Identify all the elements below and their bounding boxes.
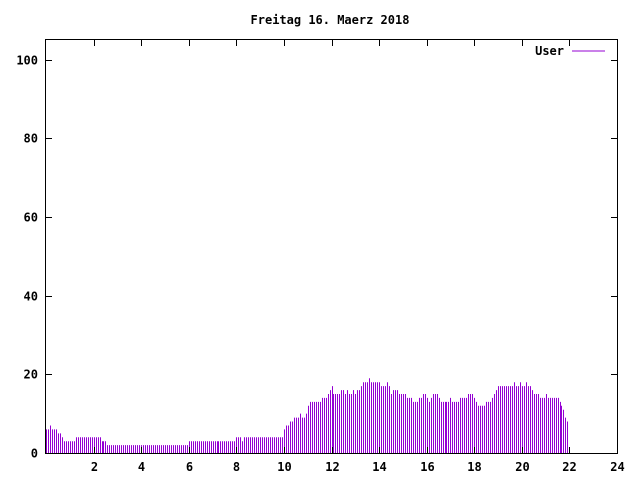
x-tick-label: 22 bbox=[562, 460, 576, 474]
x-tick-label: 12 bbox=[325, 460, 339, 474]
y-tick-label: 60 bbox=[24, 211, 38, 225]
y-tick-label: 80 bbox=[24, 132, 38, 146]
y-tick-label: 20 bbox=[24, 368, 38, 382]
x-tick-label: 8 bbox=[233, 460, 240, 474]
x-tick-label: 2 bbox=[91, 460, 98, 474]
legend-label-user: User bbox=[535, 44, 564, 58]
x-tick-label: 16 bbox=[420, 460, 434, 474]
x-tick-label: 20 bbox=[515, 460, 529, 474]
x-tick-label: 24 bbox=[610, 460, 624, 474]
legend: User bbox=[535, 44, 605, 58]
y-tick-label: 100 bbox=[16, 54, 38, 68]
bar-series bbox=[46, 378, 568, 453]
x-tick-label: 10 bbox=[277, 460, 291, 474]
x-tick-label: 18 bbox=[467, 460, 481, 474]
x-tick-label: 4 bbox=[138, 460, 145, 474]
chart-title: Freitag 16. Maerz 2018 bbox=[251, 13, 410, 27]
x-tick-label: 14 bbox=[372, 460, 386, 474]
y-tick-label: 0 bbox=[31, 447, 38, 461]
x-tick-label: 6 bbox=[186, 460, 193, 474]
y-tick-label: 40 bbox=[24, 290, 38, 304]
plot-frame bbox=[45, 39, 618, 454]
